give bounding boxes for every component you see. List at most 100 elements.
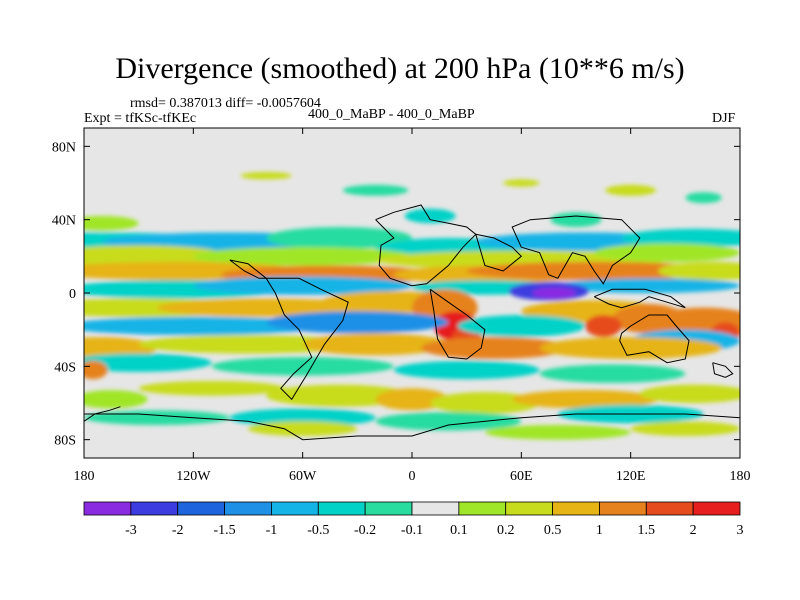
contour-blob: [594, 243, 740, 262]
colorbar-swatch: [645, 501, 694, 516]
coastline: [84, 413, 740, 441]
colorbar-swatch: [224, 501, 272, 516]
contour-blob: [557, 278, 740, 293]
contour-blob: [430, 392, 540, 414]
contour-blob: [532, 287, 576, 299]
contour-blob: [84, 410, 230, 425]
y-tick-label: 80S: [54, 434, 76, 449]
colorbar-label: -3: [125, 523, 137, 538]
contour-blob: [211, 357, 394, 376]
coastline: [375, 204, 477, 287]
colorbar-label: 1: [596, 523, 603, 538]
contour-blob: [266, 227, 412, 249]
colorbar-label: 3: [737, 523, 744, 538]
contour-blob: [457, 315, 586, 337]
experiment-label: Expt = tfKSc-tfKEc: [84, 111, 197, 126]
colorbar-label: 0.5: [544, 523, 562, 538]
y-tick-label: 80N: [52, 140, 76, 155]
coastline: [619, 314, 690, 364]
colorbar-label: 0.1: [450, 523, 468, 538]
x-tick-label: 180: [74, 469, 95, 484]
coastline: [511, 215, 641, 285]
coastline: [265, 277, 349, 401]
contour-blob: [621, 228, 740, 248]
contour-blob: [550, 212, 602, 227]
contour-blob: [539, 364, 686, 383]
x-tick-label: 60E: [510, 469, 533, 484]
contour-blob: [375, 388, 449, 411]
contour-blob: [84, 390, 148, 409]
colorbar-swatch: [364, 501, 413, 516]
colorbar-label: 2: [690, 523, 697, 538]
colorbar-label: 0.2: [497, 523, 515, 538]
x-tick-label: 0: [409, 469, 416, 484]
comparison-label: 400_0_MaBP - 400_0_MaBP: [308, 107, 475, 122]
contour-blob: [138, 381, 285, 396]
field-layer: [84, 128, 740, 458]
colorbar-swatch: [692, 501, 741, 516]
contour-blob: [404, 208, 456, 224]
contour-blob: [193, 276, 412, 295]
coastline: [475, 233, 523, 272]
colorbar-swatch: [552, 501, 600, 516]
contour-blob: [193, 247, 412, 266]
contour-blob: [266, 311, 449, 334]
colorbar-label: -0.2: [354, 523, 376, 538]
contour-blob: [685, 192, 722, 204]
contour-blob: [630, 421, 740, 437]
x-tick-label: 120W: [176, 469, 211, 484]
colorbar-label: -1.5: [214, 523, 236, 538]
stats-line: rmsd= 0.387013 diff= -0.0057604: [130, 96, 321, 111]
contour-blob: [484, 425, 631, 440]
colorbar-label: -0.1: [401, 523, 423, 538]
colorbar-label: -1: [266, 523, 278, 538]
contour-blob: [585, 315, 622, 337]
coastline: [84, 406, 121, 422]
contour-blob: [375, 412, 522, 431]
contour-blob: [240, 172, 292, 180]
coastline: [593, 288, 686, 309]
contour-blob: [639, 384, 740, 403]
contour-blob: [138, 335, 358, 354]
coastline: [429, 288, 486, 360]
field-blobs: [84, 172, 740, 440]
x-tick-label: 60W: [289, 469, 317, 484]
y-tick-label: 40S: [54, 360, 76, 375]
contour-blob: [539, 337, 722, 359]
contour-blob: [658, 261, 740, 281]
colorbar-swatch: [458, 501, 507, 516]
contour-blob: [84, 337, 157, 359]
contour-blob: [302, 333, 449, 356]
colorbar-swatch: [130, 501, 179, 516]
contour-blob: [503, 179, 540, 187]
axes-layer: 180 120W 60W 0 60E 120E 180 80N 40N 0 40S 80S: [52, 128, 751, 484]
contour-blob: [393, 360, 540, 380]
colorbar-swatch: [599, 501, 647, 516]
chart-title: Divergence (smoothed) at 200 hPa (10**6 …: [115, 52, 685, 85]
colorbar-label: -0.5: [307, 523, 329, 538]
contour-blob: [84, 316, 321, 336]
colorbar: -3 -2 -1.5 -1 -0.5 -0.2 -0.1 0.1 0.2 0.5 1 1.5 2 3: [83, 501, 744, 538]
coastline: [712, 362, 734, 378]
contour-blob: [229, 408, 376, 427]
colorbar-swatch: [271, 501, 319, 516]
season-label: DJF: [712, 111, 736, 126]
coastline: [229, 259, 268, 279]
x-tick-label: 120E: [616, 469, 646, 484]
contour-blob: [512, 390, 658, 409]
colorbar-swatch: [177, 501, 225, 516]
y-tick-label: 40N: [52, 214, 76, 229]
y-tick-label: 0: [69, 287, 76, 302]
contour-blob: [84, 245, 230, 268]
colorbar-label: 1.5: [638, 523, 656, 538]
contour-blob: [266, 384, 412, 407]
contour-blob: [342, 184, 409, 196]
colorbar-swatch: [505, 501, 553, 516]
colorbar-swatch: [83, 501, 132, 516]
x-tick-label: 180: [730, 469, 751, 484]
contour-blob: [605, 184, 657, 196]
contour-blob: [84, 216, 139, 231]
contour-blob: [84, 353, 212, 372]
contour-blob: [84, 360, 108, 380]
